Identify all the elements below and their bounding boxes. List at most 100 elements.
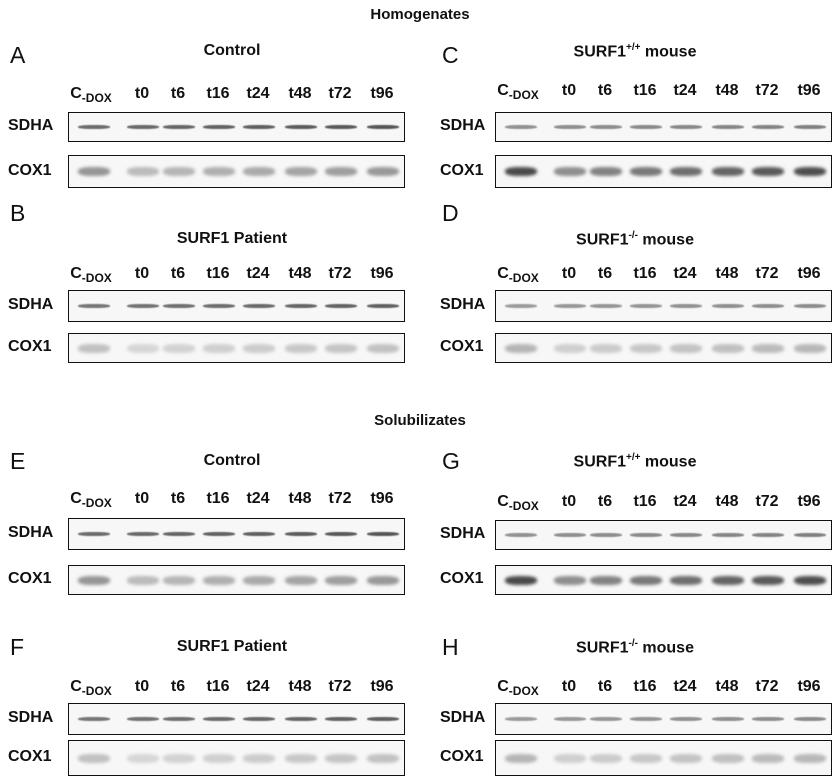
title-rest: mouse [638,639,694,656]
band [590,125,622,129]
lane-label: t48 [288,490,311,508]
band [712,754,744,763]
band [752,754,784,763]
row-label: SDHA [8,709,53,727]
title-sup: +/+ [626,452,640,463]
lane-label: t16 [633,678,656,696]
title-text: SURF1 [574,453,626,470]
band [794,717,826,721]
lane-label: t48 [288,678,311,696]
lane-label: t6 [598,265,612,283]
panel-title: SURF1 Patient [177,638,287,656]
band [203,717,235,721]
band [554,167,586,176]
band [127,167,159,176]
band [163,717,195,721]
lane-label: t24 [246,678,269,696]
panel-letter: E [10,448,25,475]
lane-label: t96 [797,678,820,696]
section-title: Homogenates [370,6,469,23]
band [163,344,195,353]
band [367,304,399,308]
lane-main: C [497,493,509,510]
band [505,576,537,585]
row-label: COX1 [440,748,484,766]
band [554,717,586,721]
lane-label: t48 [288,85,311,103]
band [670,754,702,763]
panel-letter: H [442,634,459,661]
band [203,344,235,353]
band [670,717,702,721]
blot-box [495,112,832,142]
title-sup: -/- [628,230,637,241]
lane-label: t48 [288,265,311,283]
blot-box [495,290,832,322]
band [243,576,275,585]
band [285,167,317,176]
band [78,576,110,585]
band [285,532,317,536]
band [163,304,195,308]
band [505,304,537,308]
blot-box [68,333,405,363]
lane-label: t6 [171,490,185,508]
band [285,717,317,721]
lane-label: t72 [755,265,778,283]
band [794,125,826,129]
band [712,533,744,537]
lane-label: t96 [370,265,393,283]
row-label: SDHA [440,709,485,727]
band [325,167,357,176]
lane-label: t72 [328,265,351,283]
band [127,754,159,763]
figure: (() => { const data = JSON.parse(documen… [0,0,840,775]
row-label: SDHA [8,524,53,542]
band [712,125,744,129]
band [367,167,399,176]
title-rest: mouse [640,43,696,60]
panel-letter: C [442,42,459,69]
lane-label: t6 [171,265,185,283]
band [554,304,586,308]
band [505,167,537,176]
lane-sub: -DOX [82,91,112,105]
band [670,304,702,308]
lane-main: C [70,678,82,695]
band [285,304,317,308]
blot-box [495,333,832,363]
band [127,125,159,129]
band [794,304,826,308]
band [794,754,826,763]
lane-sub: -DOX [82,496,112,510]
band [630,167,662,176]
band [505,533,537,537]
band [163,532,195,536]
row-label: COX1 [8,338,52,356]
lane-label: t6 [171,678,185,696]
band [670,167,702,176]
band [285,125,317,129]
band [554,576,586,585]
band [590,754,622,763]
lane-label: t0 [135,490,149,508]
row-label: COX1 [440,338,484,356]
lane-label: t72 [755,678,778,696]
band [325,125,357,129]
band [670,533,702,537]
title-text: SURF1 Patient [177,230,287,247]
lane-label: t24 [246,490,269,508]
band [505,125,537,129]
band [78,754,110,763]
band [285,754,317,763]
band [630,576,662,585]
lane-label: t16 [206,490,229,508]
lane-label: C-DOX [497,493,539,513]
lane-label: t72 [755,82,778,100]
band [325,754,357,763]
band [752,167,784,176]
panel-letter: G [442,448,460,475]
band [590,167,622,176]
band [163,167,195,176]
lane-sub: -DOX [509,684,539,698]
